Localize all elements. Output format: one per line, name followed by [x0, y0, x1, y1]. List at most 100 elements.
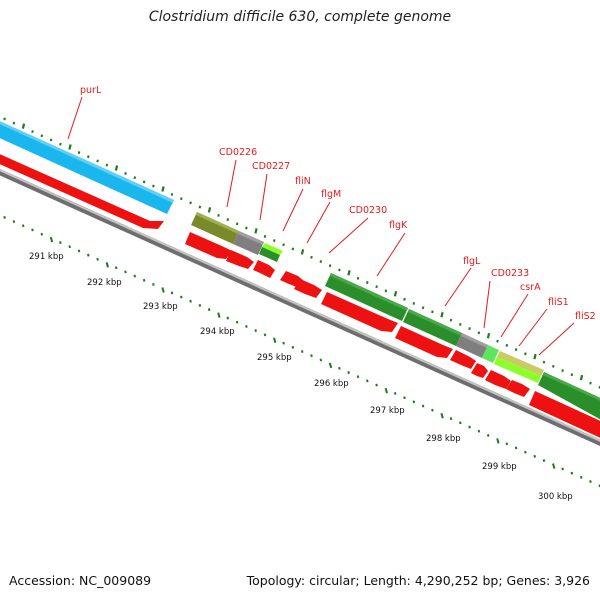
tick-mark	[189, 299, 192, 303]
tick-mark	[124, 172, 127, 175]
tick-mark	[533, 454, 536, 458]
tick-mark	[273, 337, 277, 344]
tick-mark	[375, 285, 378, 289]
tick-mark	[328, 264, 332, 268]
tick-mark	[412, 302, 416, 305]
tick-mark	[561, 369, 564, 372]
feature-fliN[interactable]	[259, 243, 283, 262]
tick-mark	[338, 366, 341, 370]
tick-mark	[356, 375, 360, 379]
tick-mark	[31, 228, 34, 232]
gene-label-fliN: fliN	[295, 176, 311, 187]
gene-label-CD0227: CD0227	[252, 161, 290, 172]
leader-line	[444, 267, 472, 307]
gene-label-flgM: flgM	[321, 189, 341, 200]
tick-mark	[170, 291, 174, 295]
tick-mark	[393, 291, 398, 297]
tick-mark	[207, 207, 212, 213]
tick-mark	[12, 121, 16, 125]
feature-flgK-dark-green[interactable]	[325, 273, 408, 321]
backbone	[0, 168, 600, 447]
kbp-label: 291 kbp	[29, 252, 64, 262]
tick-mark	[412, 400, 416, 404]
tick-mark	[524, 450, 527, 454]
leader-line	[538, 322, 575, 356]
kbp-label: 299 kbp	[482, 462, 517, 472]
kbp-label: 298 kbp	[426, 434, 461, 444]
accession-text: Accession: NC_009089	[9, 573, 152, 588]
tick-mark	[226, 218, 230, 222]
tick-mark	[552, 364, 555, 368]
cds-arrow-11[interactable]	[485, 370, 511, 389]
tick-mark	[589, 480, 592, 483]
feature-olive-CD0226[interactable]	[191, 212, 239, 244]
feature-fliS1-pale[interactable]	[494, 351, 544, 383]
cds-arrow-12[interactable]	[506, 380, 530, 397]
tick-mark	[152, 184, 155, 188]
tick-mark	[133, 176, 137, 180]
feature-csrA-light-green[interactable]	[482, 345, 499, 363]
cds-arrow-13[interactable]	[529, 391, 600, 440]
tick-mark	[3, 117, 6, 121]
tick-mark	[105, 163, 109, 167]
tick-mark	[49, 138, 53, 142]
gene-label-purL: purL	[80, 85, 102, 96]
tick-mark	[449, 318, 453, 322]
tick-mark	[77, 249, 81, 253]
tick-mark	[449, 417, 453, 421]
tick-mark	[328, 362, 333, 369]
cds-arrow-1[interactable]	[0, 152, 164, 229]
tick-mark	[338, 268, 341, 272]
tick-mark	[300, 249, 305, 255]
tick-mark	[59, 142, 62, 146]
feature-fliS2-dark-green[interactable]	[538, 372, 600, 422]
cds-arrow-10[interactable]	[471, 363, 488, 378]
tick-mark	[477, 331, 481, 335]
tick-mark	[468, 425, 471, 429]
feature-gray-CD0227[interactable]	[233, 231, 264, 255]
cds-arrow-2[interactable]	[185, 232, 232, 259]
tick-mark	[245, 226, 248, 230]
tick-mark	[198, 205, 202, 209]
tick-mark	[384, 289, 388, 293]
gene-label-CD0233: CD0233	[491, 268, 529, 279]
tick-mark	[59, 241, 62, 244]
gene-label-flgK: flgK	[389, 220, 408, 231]
cds-arrow-4[interactable]	[253, 260, 275, 278]
tick-mark	[347, 270, 351, 276]
leader-line	[483, 280, 491, 329]
cds-arrow-6[interactable]	[294, 279, 322, 298]
lower-tick-track	[3, 215, 600, 488]
tick-mark	[552, 463, 556, 469]
tick-mark	[579, 475, 583, 479]
gene-label-fliS2: fliS2	[575, 311, 596, 322]
tick-mark	[496, 438, 500, 444]
kbp-label: 294 kbp	[200, 327, 235, 337]
tick-mark	[347, 371, 350, 374]
tick-mark	[235, 222, 239, 226]
tick-mark	[486, 433, 490, 437]
label-leader-lines	[67, 96, 575, 356]
tick-mark	[189, 201, 192, 205]
tick-mark	[459, 421, 462, 425]
cds-arrow-9[interactable]	[450, 350, 476, 369]
tick-mark	[505, 343, 509, 347]
cds-arrow-3[interactable]	[226, 250, 254, 269]
leader-line	[67, 96, 83, 140]
tick-mark	[440, 311, 444, 318]
feature-flgL-dark-green[interactable]	[403, 309, 462, 346]
cds-arrow-7[interactable]	[321, 292, 398, 332]
kbp-label: 293 kbp	[143, 302, 178, 312]
cds-arrow-8[interactable]	[395, 326, 453, 358]
tick-mark	[40, 232, 44, 236]
tick-mark	[468, 327, 471, 331]
feature-purL-light-blue[interactable]	[0, 119, 174, 214]
tick-mark	[440, 412, 444, 419]
tick-mark	[31, 130, 34, 134]
tick-mark	[68, 144, 72, 150]
feature-CD0233-gray[interactable]	[456, 333, 488, 358]
tick-mark	[198, 303, 202, 307]
tick-mark	[282, 243, 285, 247]
